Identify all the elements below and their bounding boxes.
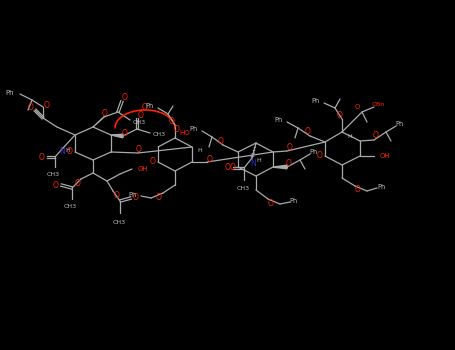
Text: O: O <box>122 128 128 138</box>
Text: Ph: Ph <box>190 126 198 132</box>
Text: H: H <box>66 147 71 153</box>
Polygon shape <box>273 165 287 169</box>
Text: Ph: Ph <box>275 117 283 123</box>
Text: O: O <box>268 198 274 208</box>
Text: N: N <box>59 147 65 156</box>
Text: Ph: Ph <box>290 198 298 204</box>
Text: CH3: CH3 <box>237 187 249 191</box>
Text: Ph: Ph <box>146 103 154 109</box>
Text: Ph: Ph <box>129 192 137 198</box>
Text: OH: OH <box>380 153 391 159</box>
Text: O: O <box>53 181 59 189</box>
Text: N: N <box>250 159 256 168</box>
Text: O: O <box>373 132 379 140</box>
Text: H: H <box>197 148 202 154</box>
Text: O: O <box>133 194 139 203</box>
Text: O: O <box>169 118 175 126</box>
Text: CH3: CH3 <box>112 219 126 224</box>
Text: H: H <box>348 133 352 139</box>
Text: O: O <box>230 162 236 172</box>
Text: H: H <box>257 158 261 162</box>
Text: O: O <box>225 163 231 173</box>
Text: O: O <box>174 126 180 134</box>
Text: O: O <box>355 186 361 195</box>
Text: Ph: Ph <box>396 121 404 127</box>
Text: Ph: Ph <box>377 184 385 190</box>
Text: O: O <box>156 193 162 202</box>
Text: O: O <box>150 158 156 167</box>
Text: O: O <box>122 93 128 103</box>
Text: O: O <box>44 100 50 110</box>
Text: O: O <box>286 159 292 168</box>
Text: HO: HO <box>180 130 190 136</box>
Polygon shape <box>111 134 123 138</box>
Text: O: O <box>138 112 144 120</box>
Text: O: O <box>136 145 142 154</box>
Text: CH3: CH3 <box>63 204 76 210</box>
Text: OH: OH <box>138 166 149 172</box>
Text: Ph: Ph <box>310 149 318 155</box>
Text: OBn: OBn <box>371 103 384 107</box>
Text: Ph: Ph <box>5 90 14 96</box>
Text: CH3: CH3 <box>132 119 146 125</box>
Text: CH3: CH3 <box>46 173 60 177</box>
Text: O: O <box>337 112 343 120</box>
Text: CH3: CH3 <box>152 132 166 136</box>
Text: O: O <box>75 178 81 188</box>
Text: O: O <box>218 136 224 146</box>
Text: O: O <box>67 147 73 156</box>
Text: O: O <box>317 152 323 161</box>
Text: O: O <box>102 108 108 118</box>
Text: O: O <box>287 144 293 153</box>
Text: O: O <box>39 153 45 161</box>
Text: O: O <box>305 127 311 136</box>
Text: Ph: Ph <box>312 98 320 104</box>
Text: O: O <box>142 103 148 112</box>
Text: O: O <box>114 190 120 199</box>
Text: O: O <box>354 104 360 110</box>
Text: O: O <box>207 154 213 163</box>
Text: O: O <box>28 104 34 112</box>
